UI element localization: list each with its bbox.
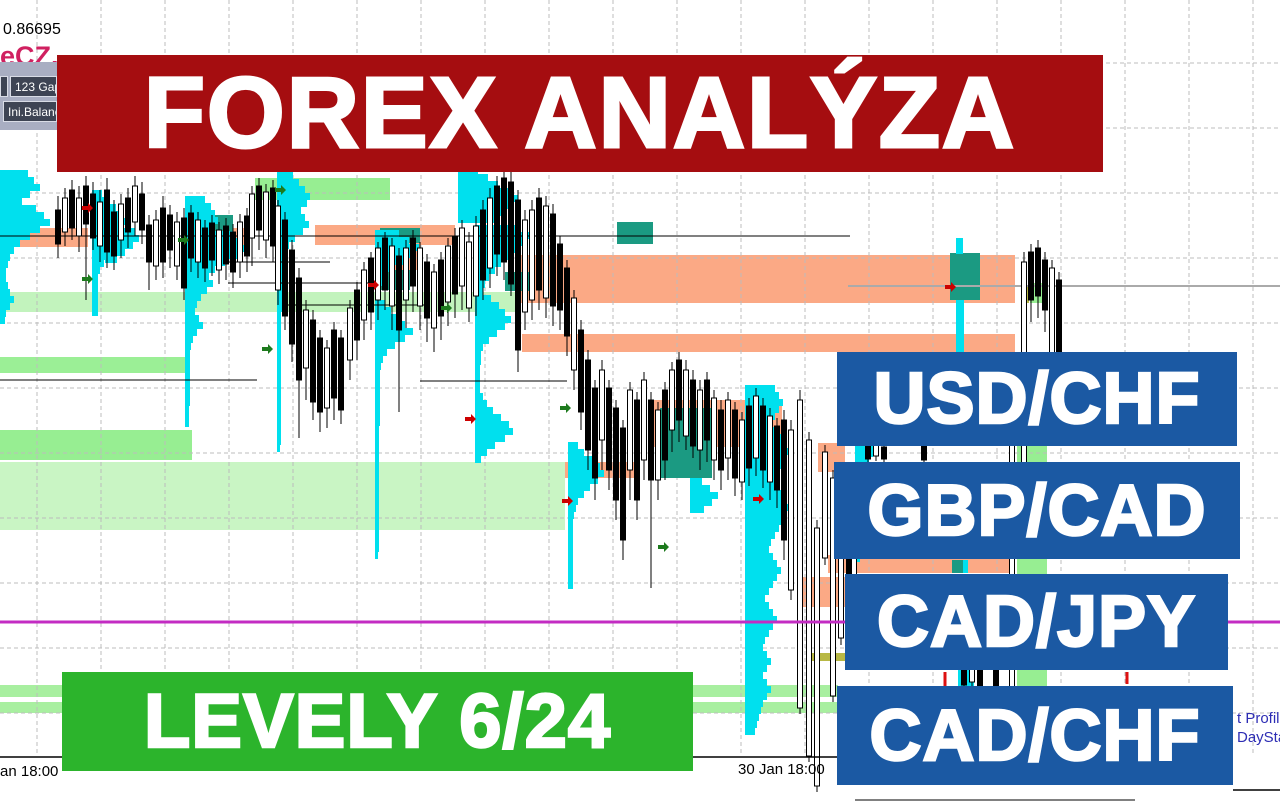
subtitle-text: LEVELY 6/24 (143, 678, 612, 766)
mini-button[interactable] (0, 76, 8, 97)
gap-button-label: 123 Gap (15, 79, 57, 94)
title-text: FOREX ANALÝZA (142, 56, 1017, 171)
subtitle-banner: LEVELY 6/24 (62, 672, 693, 771)
initial-balance-button[interactable]: Ini.Balanc (3, 101, 57, 122)
price-label: 0.86695 (3, 21, 61, 38)
gap-button[interactable]: 123 Gap (10, 76, 57, 97)
pair-banner-usdchf: USD/CHF (837, 352, 1237, 446)
pair-label: CAD/CHF (868, 694, 1201, 777)
initial-balance-label: Ini.Balanc (8, 104, 57, 119)
pair-banner-cadjpy: CAD/JPY (845, 574, 1228, 670)
pair-label: GBP/CAD (866, 469, 1207, 552)
pair-label: CAD/JPY (876, 581, 1197, 664)
pair-banner-cadchf: CAD/CHF (837, 686, 1233, 785)
indicator-link-profile: t Profil (1237, 710, 1280, 727)
indicator-link-daystat: DaySta (1237, 729, 1280, 746)
pair-banner-gbpcad: GBP/CAD (834, 462, 1240, 559)
title-banner: FOREX ANALÝZA (57, 55, 1103, 172)
pair-label: USD/CHF (872, 358, 1201, 441)
time-axis-label-mid: 30 Jan 18:00 (738, 761, 825, 778)
indicator-name-labels: t Profil DaySta (1237, 709, 1280, 747)
time-axis-label-left: an 18:00 (0, 763, 59, 780)
